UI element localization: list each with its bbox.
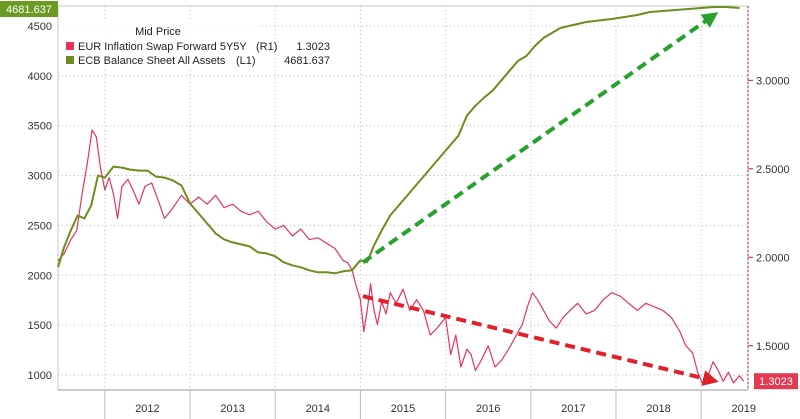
left-tick-label: 3000 xyxy=(28,171,52,183)
x-tick-label: 2019 xyxy=(731,403,755,415)
x-tick-label: 2016 xyxy=(476,403,500,415)
legend-value-inflation: 1.3023 xyxy=(296,41,330,53)
axes: 1000 1500 2000 2500 3000 3500 4000 4500 1.5000 2.… xyxy=(28,6,790,419)
x-tick-label: 2014 xyxy=(306,403,330,415)
left-last-value-badge: 4681.637 xyxy=(0,1,58,17)
left-tick-label: 2500 xyxy=(28,220,52,232)
legend-swatch-ecb xyxy=(66,56,74,64)
x-tick-label: 2017 xyxy=(561,403,585,415)
right-tick-label: 1.5000 xyxy=(756,341,790,353)
right-tick-label: 3.0000 xyxy=(756,75,790,87)
left-badge-background xyxy=(0,1,58,17)
series-lines xyxy=(57,6,745,386)
red-trend-arrow xyxy=(362,294,719,386)
left-tick-label: 1500 xyxy=(28,320,52,332)
left-tick-label: 3500 xyxy=(28,121,52,133)
right-badge-value: 1.3023 xyxy=(759,376,793,388)
legend-swatch-inflation xyxy=(66,42,74,50)
left-badge-value: 4681.637 xyxy=(6,4,52,16)
left-tick-label: 1000 xyxy=(28,370,52,382)
green-trend-arrow xyxy=(361,12,719,264)
legend-value-ecb: 4681.637 xyxy=(284,55,330,67)
ecb-balance-line xyxy=(57,6,740,275)
right-tick-label: 2.5000 xyxy=(756,164,790,176)
left-tick-label: 4000 xyxy=(28,71,52,83)
x-tick-label: 2015 xyxy=(391,403,415,415)
right-badge-background xyxy=(754,373,798,390)
left-tick-label: 4500 xyxy=(28,21,52,33)
inflation-swap-line xyxy=(57,129,745,386)
x-tick-label: 2012 xyxy=(135,403,159,415)
legend-background xyxy=(62,20,262,70)
right-tick-label: 2.0000 xyxy=(756,252,790,264)
legend-label-inflation: EUR Inflation Swap Forward 5Y5Y xyxy=(78,41,247,53)
legend-axis-inflation: (R1) xyxy=(256,41,277,53)
x-tick-label: 2013 xyxy=(220,403,244,415)
grid xyxy=(58,6,748,390)
legend-axis-ecb: (L1) xyxy=(236,55,256,67)
legend: Mid Price EUR Inflation Swap Forward 5Y5… xyxy=(62,20,330,70)
trend-arrows xyxy=(361,12,719,386)
x-tick-label: 2018 xyxy=(646,403,670,415)
legend-title: Mid Price xyxy=(135,26,181,38)
legend-label-ecb: ECB Balance Sheet All Assets xyxy=(78,55,226,67)
left-tick-label: 2000 xyxy=(28,270,52,282)
right-last-value-badge: 1.3023 xyxy=(754,373,798,390)
